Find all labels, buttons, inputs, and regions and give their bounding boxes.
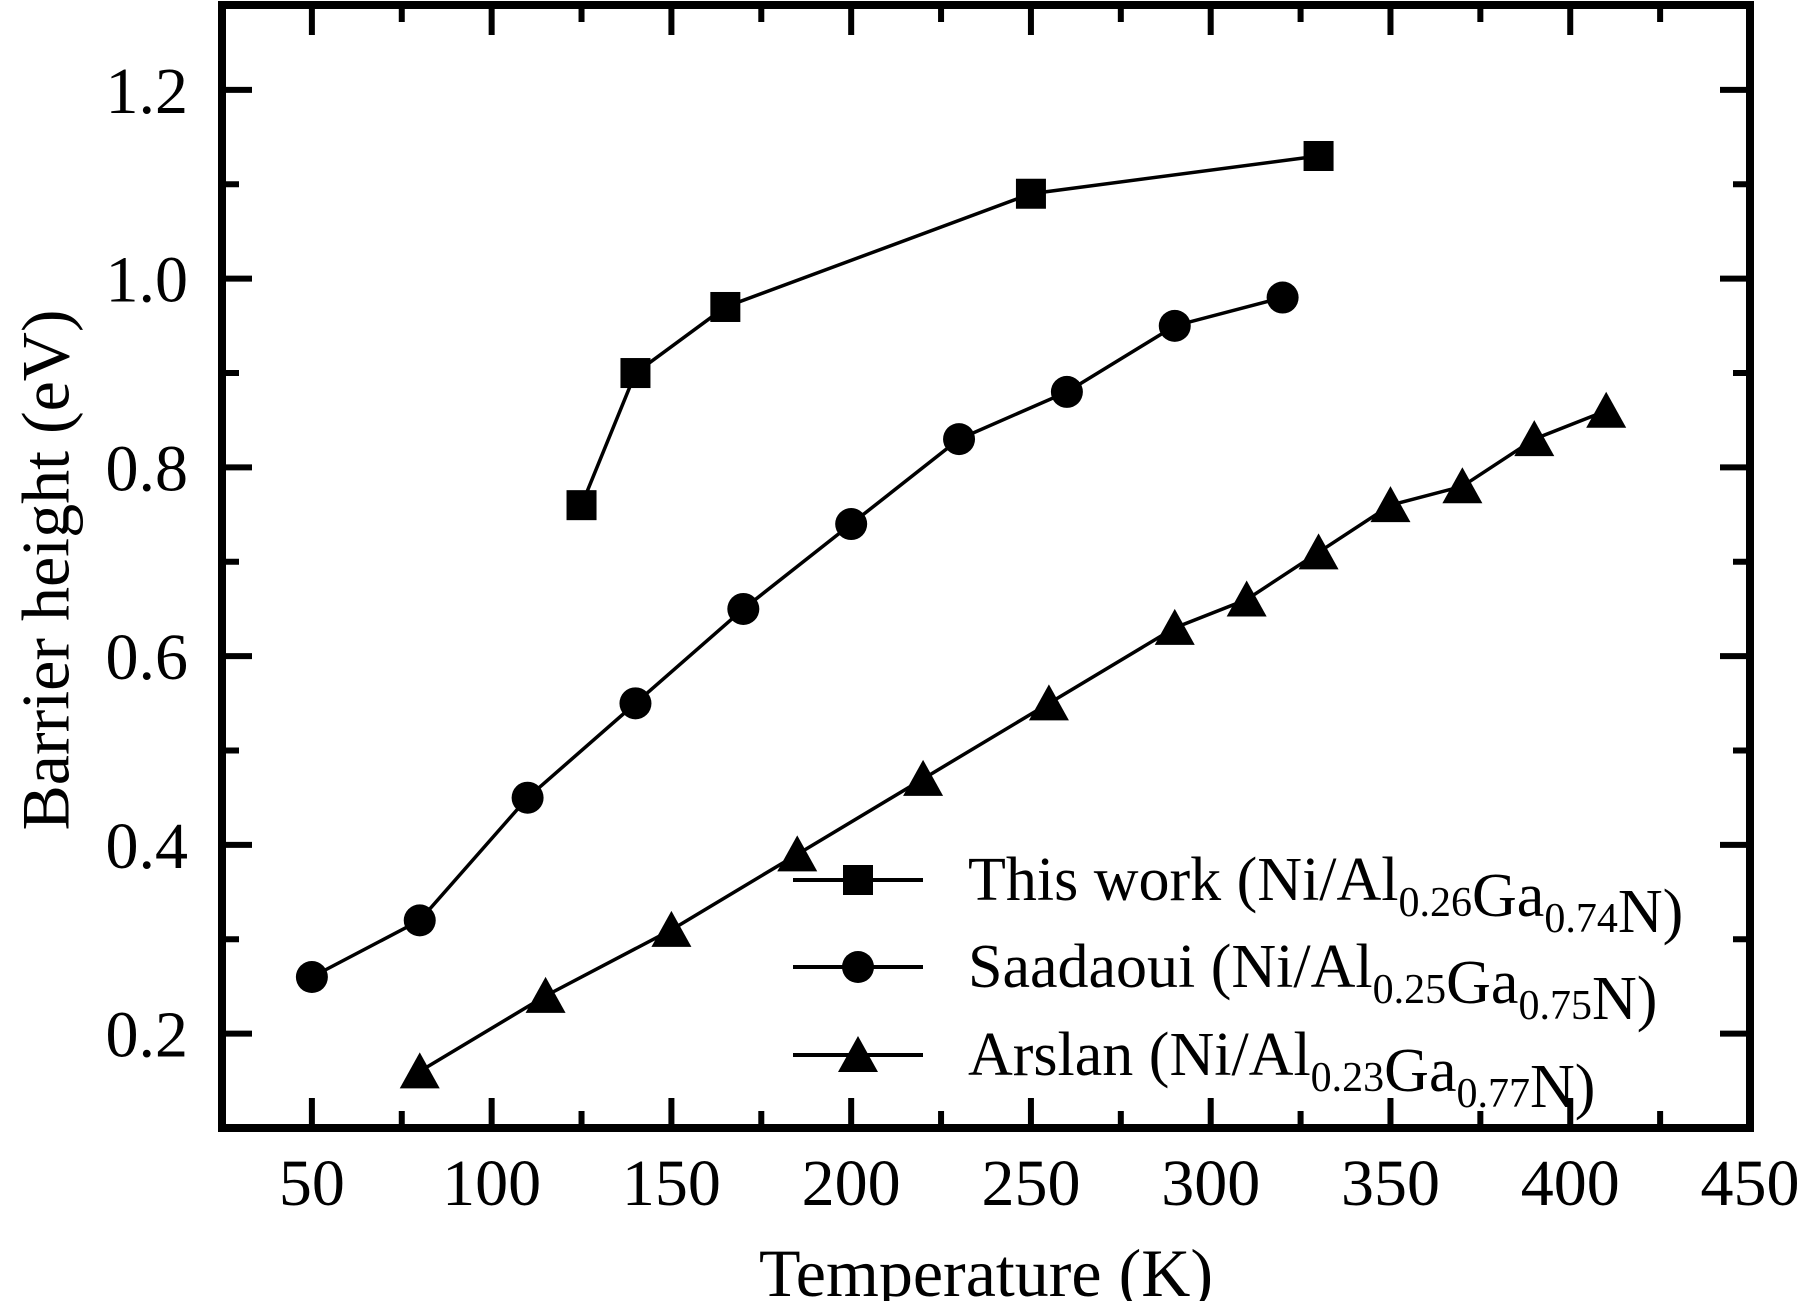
legend-entry-label-2: Arslan (Ni/Al0.23Ga0.77N) — [968, 1021, 1595, 1121]
legend-marker-circle-1 — [842, 951, 874, 983]
legend-subscript: 0.26 — [1399, 880, 1473, 926]
series-1-marker-circle-6 — [943, 423, 976, 456]
series-2-marker-triangle-10 — [1442, 467, 1483, 504]
legend-subscript: 0.25 — [1373, 967, 1447, 1013]
series-2-marker-triangle-5 — [1028, 684, 1069, 721]
series-1-marker-circle-2 — [511, 781, 544, 814]
series-1-marker-circle-3 — [619, 687, 652, 720]
y-axis-tick-label-1.2: 1.2 — [106, 55, 189, 128]
series-2-marker-triangle-12 — [1586, 391, 1627, 428]
series-0-marker-square-3 — [1015, 178, 1046, 209]
series-1-marker-circle-7 — [1050, 375, 1083, 408]
legend-entry-label-0: This work (Ni/Al0.26Ga0.74N) — [968, 846, 1683, 946]
x-axis-title: Temperature (K) — [759, 1235, 1213, 1301]
series-2-marker-triangle-7 — [1226, 580, 1267, 617]
series-1-marker-circle-4 — [727, 592, 760, 625]
x-axis-tick-label-150: 150 — [622, 1147, 721, 1220]
series-0-marker-square-1 — [620, 358, 651, 389]
legend-subscript: 0.77 — [1456, 1071, 1530, 1117]
legend-marker-square-0 — [843, 865, 873, 895]
plot-frame — [218, 1, 1754, 1132]
series-2-marker-triangle-9 — [1370, 486, 1411, 523]
series-0-marker-square-2 — [710, 291, 741, 322]
x-axis-tick-label-250: 250 — [981, 1147, 1080, 1220]
x-axis-tick-label-350: 350 — [1341, 1147, 1440, 1220]
series-1-marker-circle-1 — [403, 904, 436, 937]
x-axis-tick-label-300: 300 — [1161, 1147, 1260, 1220]
series-2-marker-triangle-1 — [525, 976, 566, 1013]
legend-marker-triangle-2 — [838, 1036, 878, 1072]
y-axis-tick-label-0.6: 0.6 — [106, 621, 189, 694]
series-1-marker-circle-9 — [1266, 281, 1299, 314]
x-axis-tick-label-50: 50 — [279, 1147, 345, 1220]
legend-subscript: 0.23 — [1311, 1055, 1385, 1101]
x-axis-tick-label-200: 200 — [802, 1147, 901, 1220]
series-2-marker-triangle-8 — [1298, 533, 1339, 570]
series-2-marker-triangle-4 — [903, 759, 944, 796]
series-2-marker-triangle-3 — [777, 835, 818, 872]
series-1-marker-circle-5 — [835, 508, 868, 541]
x-axis-tick-label-400: 400 — [1521, 1147, 1620, 1220]
series-line-1 — [311, 295, 1284, 979]
series-2-marker-triangle-6 — [1154, 608, 1195, 645]
series-2-marker-triangle-2 — [651, 910, 692, 947]
y-axis-tick-label-0.8: 0.8 — [106, 432, 189, 505]
y-axis-tick-label-0.4: 0.4 — [106, 810, 189, 883]
y-axis-tick-label-1: 1.0 — [106, 244, 189, 317]
y-axis-tick-label-0.2: 0.2 — [106, 999, 189, 1072]
legend-subscript: 0.74 — [1544, 896, 1618, 942]
x-axis-tick-label-100: 100 — [442, 1147, 541, 1220]
x-axis-tick-label-450: 450 — [1701, 1147, 1797, 1220]
series-2-marker-triangle-11 — [1514, 420, 1555, 457]
legend-entry-label-1: Saadaoui (Ni/Al0.25Ga0.75N) — [968, 933, 1657, 1033]
series-1-marker-circle-8 — [1158, 309, 1191, 342]
series-1-marker-circle-0 — [295, 961, 328, 994]
y-axis-title: Barrier height (eV) — [7, 309, 84, 831]
series-2-marker-triangle-0 — [399, 1052, 440, 1089]
series-0-marker-square-0 — [566, 490, 597, 521]
legend-subscript: 0.75 — [1518, 983, 1592, 1029]
series-0-marker-square-4 — [1303, 140, 1334, 171]
series-line-0 — [579, 154, 1319, 506]
